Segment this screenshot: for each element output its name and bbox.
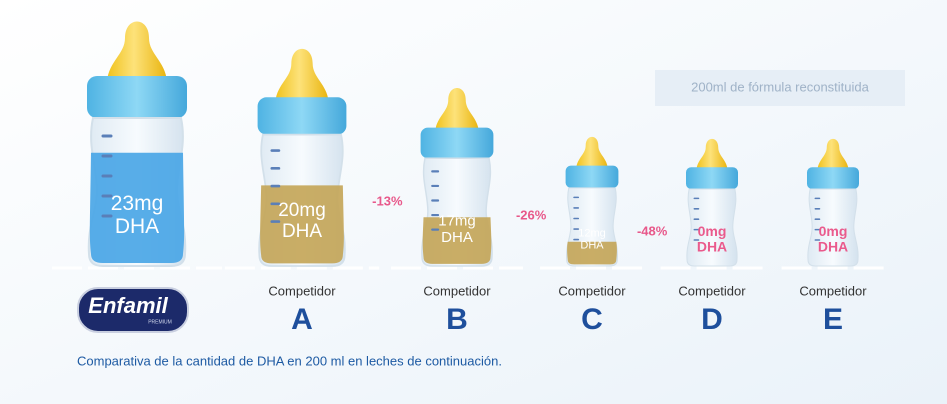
liquid (260, 185, 344, 264)
dha-amount: DHA (441, 229, 473, 246)
difference: -48% (637, 223, 668, 238)
liquid (567, 241, 617, 265)
dha-amount: 12mg (578, 227, 606, 239)
competitor-letter: B (446, 303, 468, 336)
competitor-letter: A (291, 303, 313, 336)
bottle-body (807, 188, 859, 267)
dha-amount: 17mg (438, 212, 476, 229)
bottle (686, 138, 738, 267)
collar (807, 167, 859, 190)
bottle (257, 48, 347, 267)
dha-amount: 23mg (111, 192, 164, 215)
dha-amount: DHA (580, 240, 604, 252)
dha-amount: DHA (282, 221, 322, 242)
brand-tier: PREMIUM (148, 319, 172, 325)
competitor-letter: E (823, 303, 843, 336)
note-box (655, 70, 905, 106)
competitor-letter: D (701, 303, 723, 336)
nipple (107, 21, 167, 81)
bottle (807, 138, 859, 267)
caption: Comparativa de la cantidad de DHA en 200… (77, 353, 502, 368)
dha-amount: DHA (697, 238, 727, 254)
collar (87, 76, 187, 118)
bottle (420, 88, 494, 267)
difference: -26% (516, 207, 547, 222)
competitor-letter: C (581, 303, 603, 336)
difference: -13% (372, 193, 403, 208)
liquid (422, 217, 492, 264)
dha-amount: DHA (115, 215, 159, 238)
brand-logo (77, 287, 189, 333)
collar (686, 167, 738, 190)
dha-amount: 0mg (819, 223, 848, 239)
dha-amount: 20mg (278, 200, 326, 221)
competitor-label: Competidor (558, 283, 626, 298)
bottle-body (686, 188, 738, 267)
note: 200ml de fórmula reconstituida (691, 79, 870, 94)
dha-amount: 0mg (698, 223, 727, 239)
brand-name: Enfamil (88, 293, 168, 318)
nipple (576, 136, 608, 169)
collar (565, 165, 619, 188)
nipple (696, 138, 728, 170)
competitor-label: Competidor (268, 283, 336, 298)
nipple (817, 138, 849, 170)
dha-amount: DHA (818, 238, 848, 254)
competitor-label: Competidor (678, 283, 746, 298)
collar (420, 127, 494, 159)
nipple (275, 48, 329, 102)
liquid (89, 152, 185, 263)
bottle (87, 21, 187, 267)
competitor-label: Competidor (799, 283, 867, 298)
collar (257, 97, 347, 135)
bottle (565, 136, 619, 267)
competitor-label: Competidor (423, 283, 491, 298)
nipple (435, 88, 479, 132)
